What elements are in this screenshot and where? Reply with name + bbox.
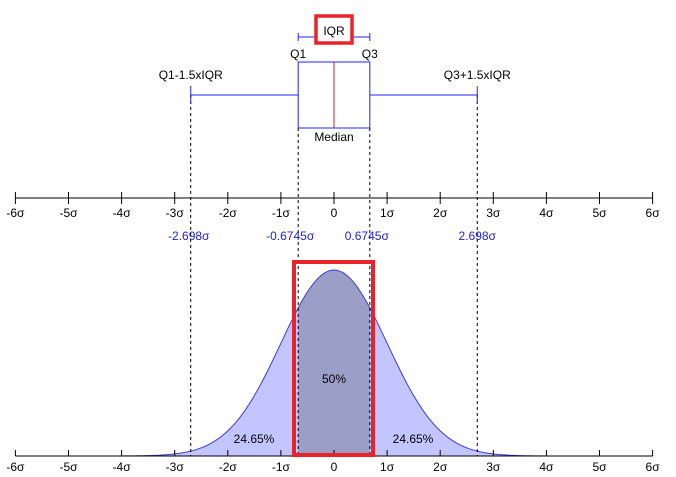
quartile-value-labels: -2.698σ -0.6745σ 0.6745σ 2.698σ (168, 229, 497, 243)
axis-tick-label: 6σ (646, 206, 661, 220)
axis-tick-label: 2σ (433, 206, 448, 220)
quartile-value-label: -0.6745σ (266, 229, 315, 243)
axis-tick-label: -1σ (272, 206, 291, 220)
axis-tick-label: 4σ (539, 206, 554, 220)
axis-tick-label: -3σ (166, 206, 185, 220)
axis-tick-label: 6σ (646, 460, 661, 474)
axis-tick-label: -5σ (59, 460, 78, 474)
axis-tick-label: 3σ (486, 460, 501, 474)
axis-tick-label: 1σ (380, 460, 395, 474)
iqr-label-highlight (314, 14, 354, 45)
axis-tick-label: -2σ (219, 460, 238, 474)
axis-tick-label: 1σ (380, 206, 395, 220)
axis-tick-label: -3σ (166, 460, 185, 474)
lower-whisker-label: Q1-1.5xIQR (159, 68, 223, 82)
axis-tick-label: 5σ (592, 206, 607, 220)
axis-tick-label: 3σ (486, 206, 501, 220)
middle-area-fill (298, 270, 370, 456)
axis-tick-label: 5σ (592, 460, 607, 474)
axis-tick-label: -5σ (59, 206, 78, 220)
left-tail-area-label: 24.65% (234, 432, 275, 446)
q3-label: Q3 (362, 47, 378, 61)
sigma-axis-top: -6σ -5σ -4σ -3σ -2σ -1σ 0 1σ 2σ 3σ 4σ 5σ 6σ (6, 192, 660, 220)
upper-whisker-label: Q3+1.5xIQR (444, 68, 511, 82)
axis-tick-label: 4σ (539, 460, 554, 474)
axis-tick-label: 0 (331, 206, 338, 220)
quartile-value-label: -2.698σ (168, 229, 210, 243)
median-label: Median (314, 130, 353, 144)
q1-label: Q1 (290, 47, 306, 61)
middle-50-highlight (292, 260, 375, 457)
iqr-label: IQR (323, 24, 345, 38)
axis-tick-label: -6σ (6, 206, 25, 220)
axis-tick-label: -4σ (113, 206, 132, 220)
axis-tick-label: -6σ (6, 460, 25, 474)
box-plot: IQR Q1 Q3 Median Q1-1.5xIQR Q3+1.5xIQR (159, 14, 511, 144)
normal-distribution (15, 269, 653, 457)
axis-tick-label: -2σ (219, 206, 238, 220)
quartile-value-label: 2.698σ (459, 229, 497, 243)
quartile-value-label: 0.6745σ (345, 229, 390, 243)
right-tail-area-label: 24.65% (393, 432, 434, 446)
axis-tick-label: -1σ (272, 460, 291, 474)
axis-tick-label: 2σ (433, 460, 448, 474)
axis-tick-label: 0 (331, 460, 338, 474)
sigma-axis-bottom: -6σ -5σ -4σ -3σ -2σ -1σ 0 1σ 2σ 3σ 4σ 5σ 6σ (6, 450, 660, 474)
middle-area-label: 50% (322, 372, 346, 386)
quartile-guide-lines (190, 95, 478, 456)
axis-tick-label: -4σ (113, 460, 132, 474)
